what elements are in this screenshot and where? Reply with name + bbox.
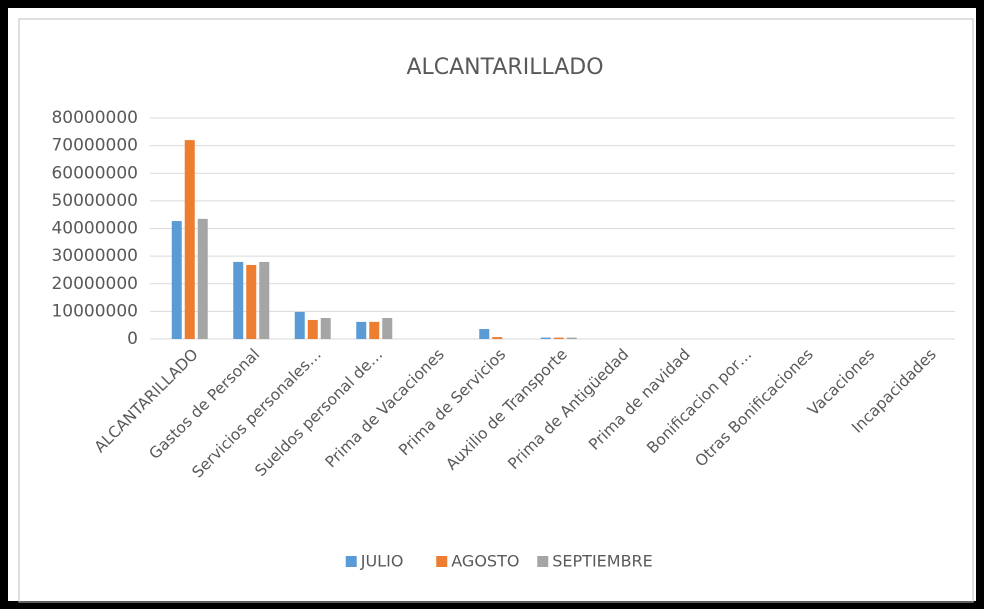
legend: JULIO AGOSTO SEPTIEMBRE [345, 552, 653, 571]
y-tick-label: 70000000 [51, 136, 138, 156]
legend-swatch [436, 556, 448, 567]
bar [492, 337, 503, 339]
bar [553, 337, 564, 339]
bar [566, 337, 577, 339]
bar [479, 329, 490, 339]
bar [369, 321, 380, 339]
legend-swatch [345, 556, 357, 567]
y-tick-label: 30000000 [51, 246, 138, 266]
y-tick-label: 50000000 [51, 191, 138, 211]
legend-label: AGOSTO [451, 552, 519, 571]
chart-title: ALCANTARILLADO [406, 55, 603, 80]
y-tick-label: 60000000 [51, 163, 138, 183]
bar [197, 218, 208, 339]
chart-border [18, 18, 974, 603]
bar [356, 321, 367, 339]
y-tick-label: 0 [127, 329, 138, 349]
legend-swatch [537, 556, 549, 567]
y-tick-label: 80000000 [51, 108, 138, 128]
bar [320, 318, 331, 339]
y-tick-label: 10000000 [51, 301, 138, 321]
y-tick-label: 20000000 [51, 274, 138, 294]
bar [259, 261, 270, 339]
bar [246, 264, 257, 339]
bar [233, 261, 244, 339]
legend-label: JULIO [360, 552, 404, 571]
bar [184, 140, 195, 339]
bar [382, 318, 393, 339]
bar [540, 337, 551, 339]
bar [171, 221, 182, 339]
bar [307, 319, 318, 339]
y-tick-label: 40000000 [51, 219, 138, 239]
legend-label: SEPTIEMBRE [552, 552, 653, 571]
bar [294, 311, 305, 339]
